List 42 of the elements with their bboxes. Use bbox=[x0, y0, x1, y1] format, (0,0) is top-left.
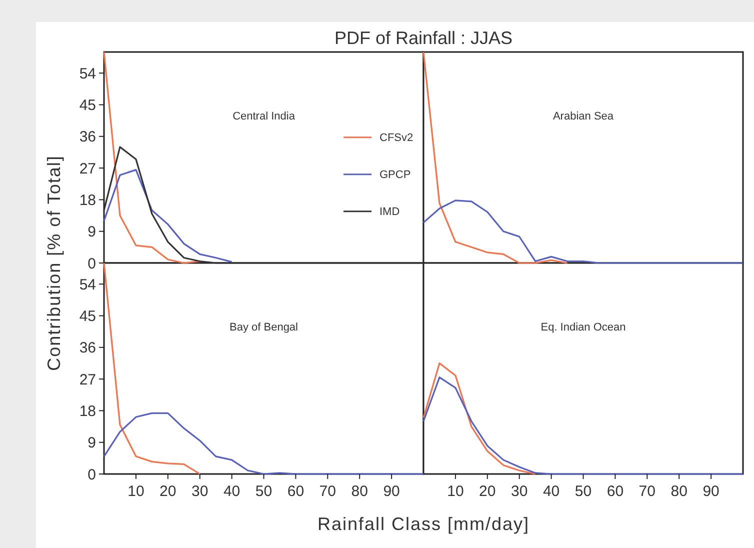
legend-label: CFSv2 bbox=[380, 132, 414, 144]
legend-label: IMD bbox=[380, 206, 400, 218]
x-tick-label: 80 bbox=[351, 483, 368, 500]
y-tick-label: 18 bbox=[79, 402, 96, 420]
x-tick-label: 50 bbox=[255, 483, 272, 500]
x-tick-label: 60 bbox=[287, 483, 304, 500]
x-tick-label: 90 bbox=[702, 483, 720, 500]
y-axis-title: Contribution [% of Total] bbox=[44, 155, 64, 371]
x-tick-label: 70 bbox=[638, 483, 656, 500]
x-tick-label: 40 bbox=[542, 483, 560, 500]
text: Central India bbox=[232, 110, 296, 123]
x-tick-label: 70 bbox=[319, 483, 336, 500]
y-tick-label: 27 bbox=[79, 160, 96, 178]
y-tick-label: 54 bbox=[79, 276, 96, 294]
x-tick-label: 60 bbox=[606, 483, 624, 500]
text: Eq. Indian Ocean bbox=[540, 322, 626, 334]
y-tick-label: 36 bbox=[79, 340, 96, 357]
x-tick-label: 50 bbox=[574, 483, 592, 500]
y-tick-label: 45 bbox=[79, 308, 96, 325]
x-axis-title: Rainfall Class [mm/day] bbox=[317, 514, 530, 534]
x-tick-label: 20 bbox=[160, 483, 176, 500]
x-tick-label: 40 bbox=[223, 483, 240, 500]
x-tick-label: 30 bbox=[192, 483, 208, 500]
y-tick-label: 9 bbox=[88, 434, 96, 452]
x-tick-label: 10 bbox=[128, 483, 144, 500]
x-tick-label: 80 bbox=[670, 483, 688, 500]
x-tick-label: 20 bbox=[479, 483, 496, 500]
text: Arabian Sea bbox=[552, 110, 614, 123]
y-tick-label: 0 bbox=[88, 466, 96, 484]
y-tick-label: 18 bbox=[79, 192, 96, 209]
y-tick-label: 27 bbox=[79, 371, 96, 388]
y-tick-label: 0 bbox=[88, 255, 96, 272]
x-tick-label: 90 bbox=[383, 483, 400, 500]
chart-title: PDF of Rainfall : JJAS bbox=[334, 28, 513, 48]
y-tick-label: 9 bbox=[88, 224, 96, 241]
x-tick-label: 30 bbox=[511, 483, 528, 500]
x-tick-label: 10 bbox=[447, 483, 464, 500]
y-tick-label: 45 bbox=[79, 97, 96, 114]
text: Bay of Bengal bbox=[230, 322, 298, 334]
y-tick-label: 36 bbox=[79, 128, 96, 146]
legend-label: GPCP bbox=[380, 169, 411, 182]
y-tick-label: 54 bbox=[79, 65, 96, 82]
